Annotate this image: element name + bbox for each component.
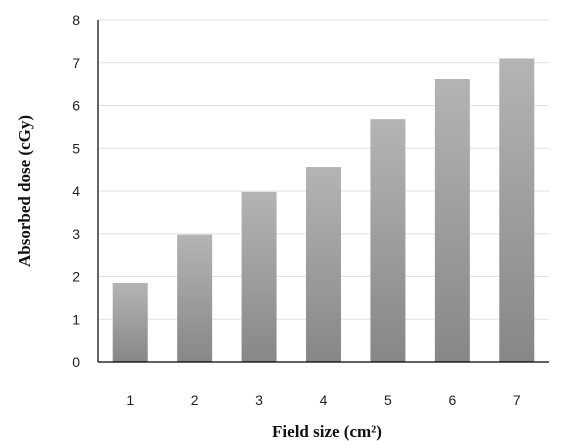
bar-6 xyxy=(434,78,470,363)
x-tick-label: 2 xyxy=(191,392,199,408)
y-tick-label: 6 xyxy=(72,98,80,114)
x-tick-label: 7 xyxy=(513,392,521,408)
bar-7 xyxy=(499,58,535,362)
y-tick-label: 3 xyxy=(72,226,80,242)
y-tick-label: 5 xyxy=(72,140,80,156)
x-tick-label: 1 xyxy=(126,392,134,408)
bar-3 xyxy=(241,191,277,362)
y-tick-label: 7 xyxy=(72,55,80,71)
x-tick-label: 4 xyxy=(320,392,328,408)
x-tick-label: 3 xyxy=(255,392,263,408)
x-tick-label: 6 xyxy=(448,392,456,408)
y-tick-label: 2 xyxy=(72,269,80,285)
y-tick-label: 8 xyxy=(72,12,80,28)
x-axis-title: Field size (cm²) xyxy=(272,422,382,441)
y-tick-label: 1 xyxy=(72,311,80,327)
y-axis-title: Absorbed dose (cGy) xyxy=(15,115,34,267)
y-tick-label: 0 xyxy=(72,354,80,370)
y-tick-labels: 0 1 2 3 4 5 6 7 8 xyxy=(72,12,80,370)
y-tick-label: 4 xyxy=(72,183,80,199)
bar-4 xyxy=(306,167,341,362)
bar-5 xyxy=(370,119,406,363)
x-tick-labels: 1 2 3 4 5 6 7 xyxy=(126,392,521,408)
bar-2 xyxy=(177,234,213,362)
bar-1 xyxy=(112,282,148,362)
bars xyxy=(112,58,535,363)
x-tick-label: 5 xyxy=(384,392,392,408)
